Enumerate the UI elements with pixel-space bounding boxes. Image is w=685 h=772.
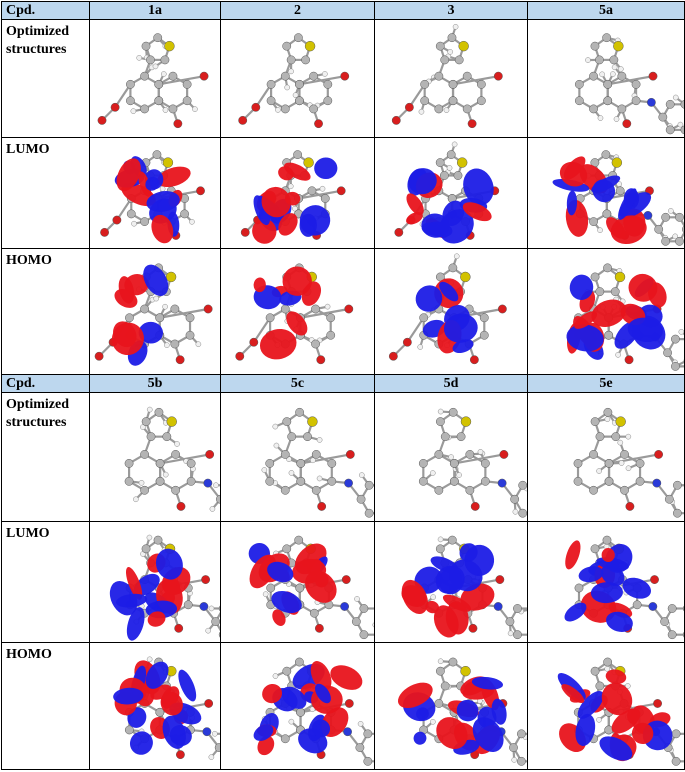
homo-1a-image xyxy=(90,249,220,374)
homo-5b-image xyxy=(90,643,220,769)
label-lumo-2: LUMO xyxy=(2,522,89,543)
structure-3-image xyxy=(375,20,527,137)
header-5d: 5d xyxy=(375,375,528,393)
header-5a: 5a xyxy=(528,2,685,20)
homo-3-image xyxy=(375,249,527,374)
structure-5e-image xyxy=(528,393,684,521)
label-homo: HOMO xyxy=(2,249,89,270)
header-3: 3 xyxy=(375,2,528,20)
header-row-bottom: Cpd. 5b 5c 5d 5e xyxy=(2,375,685,393)
label-homo-2: HOMO xyxy=(2,643,89,664)
lumo-5b-image xyxy=(90,522,220,642)
orbital-lobes xyxy=(112,153,194,246)
header-2: 2 xyxy=(221,2,375,20)
molecule-graphic xyxy=(575,34,684,135)
header-1a: 1a xyxy=(90,2,221,20)
orbital-lobes xyxy=(553,668,678,767)
header-5c: 5c xyxy=(221,375,375,393)
row-homo-bottom: HOMO xyxy=(2,643,685,770)
molecule-graphic xyxy=(98,34,208,128)
header-5b: 5b xyxy=(90,375,221,393)
orbital-lobes xyxy=(552,153,656,248)
header-cpd-2: Cpd. xyxy=(2,375,90,393)
molecule-graphic xyxy=(239,34,349,128)
orbital-lobes xyxy=(244,538,343,629)
structure-5c-image xyxy=(221,393,374,521)
header-5e: 5e xyxy=(528,375,685,393)
row-homo-top: HOMO xyxy=(2,249,685,375)
homo-5d-image xyxy=(375,643,527,769)
homo-5e-image xyxy=(528,643,684,769)
molecule-graphic xyxy=(574,408,684,519)
label-lumo: LUMO xyxy=(2,138,89,159)
label-optimized-structures: Optimized structures xyxy=(2,20,89,59)
homo-5c-image xyxy=(221,643,374,769)
row-lumo-bottom: LUMO xyxy=(2,522,685,643)
row-optimized-top: Optimized structures xyxy=(2,20,685,138)
row-lumo-top: LUMO xyxy=(2,138,685,249)
homo-2-image xyxy=(221,249,374,374)
structure-5a-image xyxy=(528,20,684,137)
lumo-1a-image xyxy=(90,138,220,248)
header-row-top: Cpd. 1a 2 3 5a xyxy=(2,2,685,20)
structure-2-image xyxy=(221,20,374,137)
orbital-lobes xyxy=(403,164,498,248)
structure-5b-image xyxy=(90,393,220,521)
lumo-2-image xyxy=(221,138,374,248)
lumo-5a-image xyxy=(528,138,684,248)
orbital-lobes xyxy=(396,540,498,641)
header-cpd: Cpd. xyxy=(2,2,90,20)
lumo-5e-image xyxy=(528,522,684,642)
homo-5a-image xyxy=(528,249,684,374)
molecule-graphic xyxy=(125,407,220,517)
orbital-lobes xyxy=(112,656,204,759)
row-optimized-bottom: Optimized structures xyxy=(2,393,685,522)
label-optimized-structures-2: Optimized structures xyxy=(2,393,89,432)
structure-5d-image xyxy=(375,393,527,521)
molecule-graphic xyxy=(262,408,374,517)
structure-1a-image xyxy=(90,20,220,137)
lumo-5c-image xyxy=(221,522,374,642)
molecule-graphic xyxy=(419,408,527,517)
lumo-3-image xyxy=(375,138,527,248)
molecule-graphic xyxy=(392,24,502,128)
lumo-5d-image xyxy=(375,522,527,642)
